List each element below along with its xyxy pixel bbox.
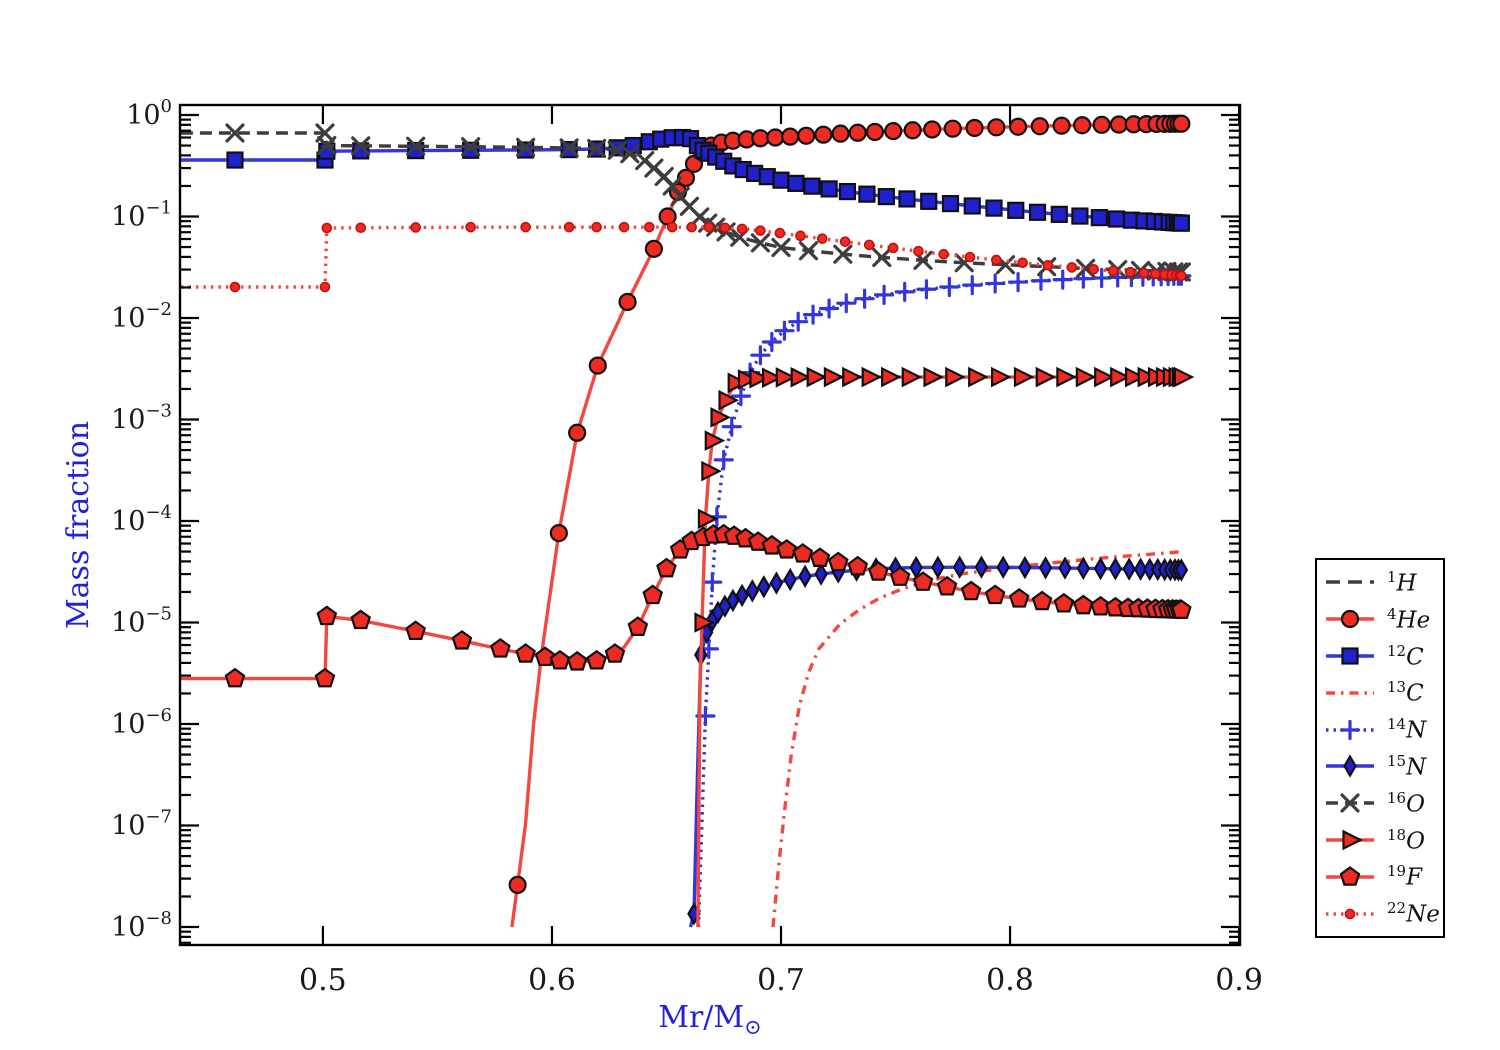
y-tick-label: 10−6 — [111, 705, 172, 740]
series-He4-markers — [508, 114, 1191, 895]
legend-item-He4: 4He — [1323, 602, 1443, 636]
legend-label-O16: 16O — [1387, 788, 1425, 818]
x-tick-label: 0.6 — [528, 963, 576, 998]
legend-sample-O18-icon — [1326, 829, 1374, 851]
legend-sample-N15-icon — [1326, 754, 1374, 779]
y-tick-label: 10−5 — [111, 604, 172, 639]
y-tick-label: 10−7 — [111, 807, 172, 842]
y-tick-label: 10−3 — [111, 401, 172, 436]
legend-label-H1: 1H — [1387, 568, 1417, 597]
legend-item-N15: 15N — [1323, 749, 1443, 783]
tick-marks — [180, 105, 1241, 945]
legend-label-C12: 12C — [1387, 641, 1424, 671]
x-tick-label: 0.9 — [1215, 963, 1263, 998]
legend-sample-F19-icon — [1326, 865, 1374, 886]
y-axis-label: Mass fraction — [61, 421, 96, 629]
y-tick-label: 10−8 — [111, 908, 172, 943]
y-tick-label: 10−4 — [111, 502, 172, 537]
series-F19 — [180, 523, 1192, 688]
series-O18-line — [696, 375, 1182, 928]
legend-item-C13: 13C — [1323, 676, 1443, 710]
legend-item-C12: 12C — [1323, 639, 1443, 673]
legend-label-He4: 4He — [1387, 604, 1431, 634]
legend-sample-N14-icon — [1326, 719, 1374, 740]
legend-label-Ne22: 22Ne — [1387, 899, 1440, 928]
legend-label-N14: 14N — [1387, 715, 1427, 744]
series-Ne22-line — [180, 225, 1182, 289]
tick-labels: 0.5 0.6 0.7 0.8 0.9 100 10−1 10−2 10−3 10−4 10−5 10… — [111, 96, 1263, 998]
legend-item-F19: 19F — [1323, 860, 1443, 894]
legend-item-O16: 16O — [1323, 786, 1443, 820]
plot-series — [180, 114, 1195, 928]
legend-label-C13: 13C — [1387, 678, 1424, 708]
legend-label-N15: 15N — [1387, 752, 1427, 781]
series-He4 — [508, 114, 1191, 928]
series-Ne22 — [180, 221, 1187, 293]
series-Ne22-markers — [229, 221, 1187, 293]
legend-item-Ne22: 22Ne — [1323, 897, 1443, 931]
y-tick-label: 100 — [126, 96, 172, 131]
series-N14 — [695, 265, 1192, 928]
legend-sample-He4-icon — [1326, 610, 1374, 629]
series-N14-markers — [695, 265, 1192, 727]
legend-sample-Ne22-icon — [1326, 908, 1374, 919]
series-O18 — [694, 366, 1195, 928]
legend-sample-H1-icon — [1326, 580, 1374, 585]
legend-sample-O16-icon — [1326, 793, 1374, 813]
legend-label-F19: 19F — [1387, 862, 1423, 892]
series-N15-line — [688, 565, 1182, 928]
x-tick-label: 0.8 — [986, 963, 1034, 998]
x-tick-label: 0.5 — [299, 963, 347, 998]
legend-item-O18: 18O — [1323, 823, 1443, 857]
x-axis-label: Mr/M⊙ — [658, 1000, 762, 1039]
legend: 1H 4He 12C 13C 14N 15N 16O 18O 19F 22Ne — [1315, 558, 1445, 938]
x-tick-label: 0.7 — [757, 963, 805, 998]
series-O18-markers — [694, 366, 1195, 633]
series-F19-markers — [224, 523, 1192, 688]
legend-sample-C12-icon — [1326, 647, 1374, 665]
legend-item-N14: 14N — [1323, 713, 1443, 747]
y-tick-label: 10−1 — [111, 198, 172, 233]
legend-item-H1: 1H — [1323, 565, 1443, 599]
legend-label-O18: 18O — [1387, 825, 1425, 855]
y-tick-label: 10−2 — [111, 299, 172, 334]
legend-sample-C13-icon — [1326, 691, 1374, 695]
